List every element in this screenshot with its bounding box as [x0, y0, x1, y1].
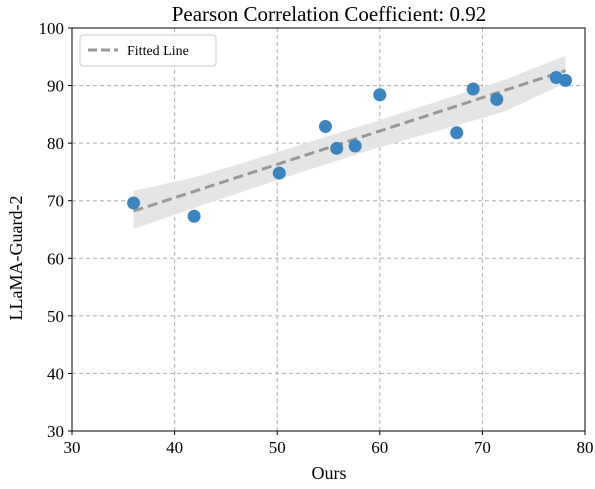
x-tick-label-4: 70 — [474, 438, 491, 457]
chart-title: Pearson Correlation Coefficient: 0.92 — [172, 2, 487, 26]
y-tick-label-0: 30 — [47, 422, 64, 441]
legend-box — [79, 34, 217, 67]
x-axis-label: Ours — [312, 463, 347, 483]
data-point-8 — [466, 82, 480, 96]
data-point-0 — [127, 196, 141, 210]
x-tick-label-3: 60 — [371, 438, 388, 457]
y-tick-label-5: 80 — [47, 134, 64, 153]
y-tick-label-7: 100 — [39, 19, 65, 38]
data-point-1 — [187, 209, 201, 223]
data-point-9 — [490, 92, 504, 106]
scatter-points — [127, 71, 573, 223]
x-tick-label-1: 40 — [166, 438, 183, 457]
y-axis-ticks: 30 40 50 60 70 80 90 100 — [39, 19, 72, 441]
plot-frame — [71, 27, 586, 432]
y-tick-label-3: 60 — [47, 249, 64, 268]
legend: Fitted Line — [79, 34, 217, 67]
y-tick-label-2: 50 — [47, 307, 64, 326]
y-tick-label-4: 70 — [47, 192, 64, 211]
x-tick-label-0: 30 — [64, 438, 81, 457]
data-point-2 — [272, 166, 286, 180]
legend-label-fitted-line: Fitted Line — [127, 44, 189, 59]
data-point-11 — [559, 73, 573, 87]
data-point-3 — [318, 119, 332, 133]
y-tick-label-6: 90 — [47, 77, 64, 96]
x-tick-label-2: 50 — [269, 438, 286, 457]
y-axis-label: LLaMA-Guard-2 — [6, 196, 26, 321]
x-tick-label-5: 80 — [577, 438, 594, 457]
data-point-5 — [348, 139, 362, 153]
data-point-7 — [450, 126, 464, 140]
data-point-6 — [373, 88, 387, 102]
data-point-4 — [330, 141, 344, 155]
x-axis-ticks: 30 40 50 60 70 80 — [64, 431, 594, 457]
y-tick-label-1: 40 — [47, 364, 64, 383]
